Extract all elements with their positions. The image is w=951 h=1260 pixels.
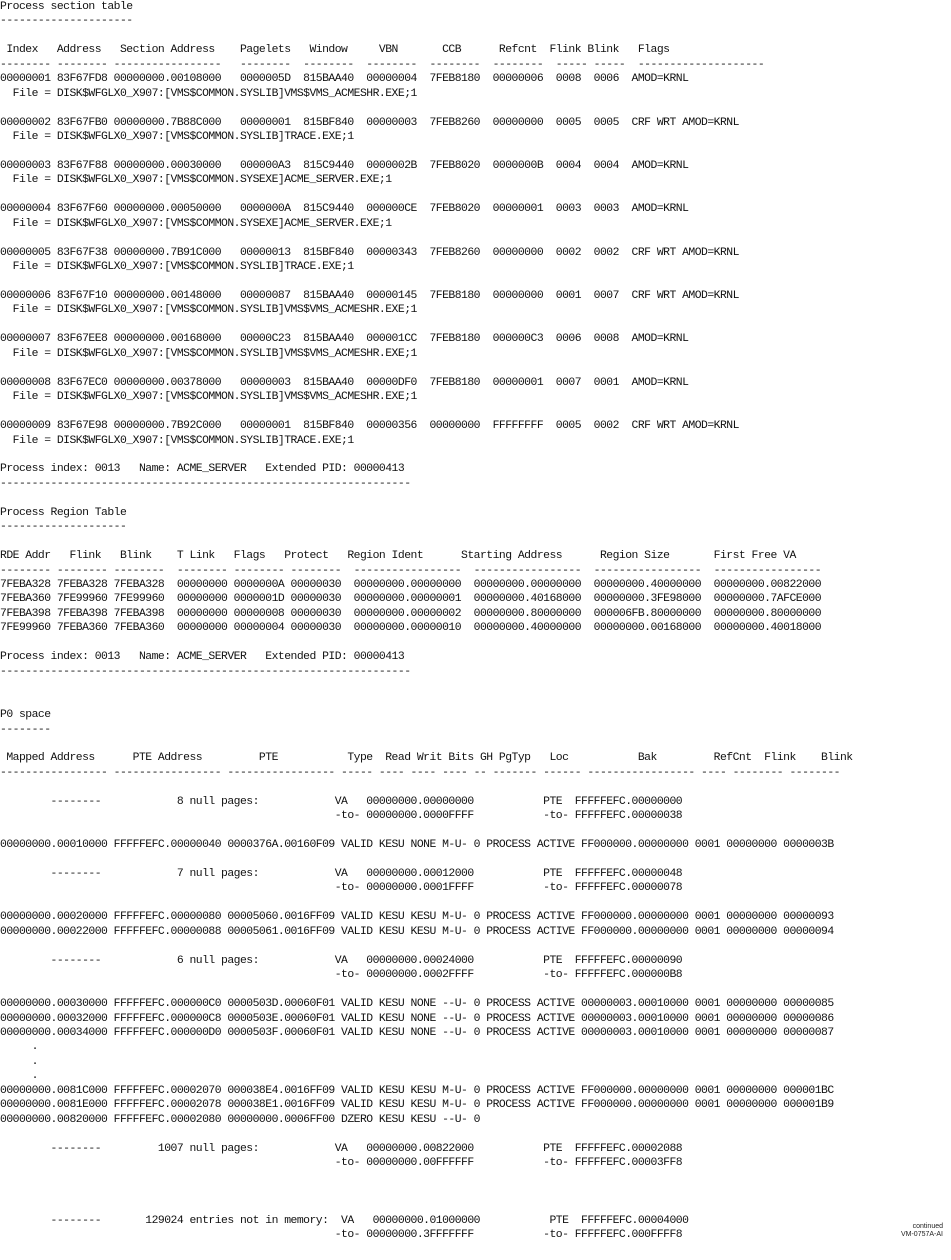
listing-line: 00000000.0081E000 FFFFFEFC.00002078 0000… [0, 1099, 834, 1112]
listing-line: 7FEBA328 7FEBA328 7FEBA328 00000000 0000… [0, 579, 822, 591]
figure-footnote: continued VM-0757A-AI [901, 1223, 943, 1239]
listing-line: 00000009 83F67E98 00000000.7B92C000 0000… [0, 420, 739, 433]
listing-line: RDE Addr Flink Blink T Link Flags Protec… [0, 550, 796, 563]
listing-line: 00000006 83F67F10 00000000.00148000 0000… [0, 290, 739, 302]
listing-line: -to- 00000000.0002FFFF -to- FFFFFEFC.000… [0, 969, 683, 982]
listing-line: Process Region Table [0, 506, 127, 519]
figure-id-label: VM-0757A-AI [900, 1231, 943, 1238]
listing-line: Process section table [0, 1, 133, 13]
listing-line: File = DISK$WFGLX0_X907:[VMS$COMMON.SYSL… [0, 87, 418, 100]
listing-line: 00000000.00034000 FFFFFEFC.000000D0 0000… [0, 1026, 834, 1039]
listing-line: . [0, 1070, 39, 1083]
listing-line: 7FE99960 7FEBA360 7FEBA360 00000000 0000… [0, 622, 822, 635]
listing-line: 00000000.00020000 FFFFFEFC.00000080 0000… [0, 911, 834, 924]
listing-line: Mapped Address PTE Address PTE Type Read… [0, 752, 853, 765]
listing-line: File = DISK$WFGLX0_X907:[VMS$COMMON.SYSL… [0, 304, 418, 317]
listing-line: . [0, 1055, 39, 1068]
listing-line: -------- 7 null pages: VA 00000000.00012… [0, 868, 683, 880]
listing-line: -to- 00000000.0000FFFF -to- FFFFFEFC.000… [0, 810, 683, 823]
listing-line: 00000005 83F67F38 00000000.7B91C000 0000… [0, 246, 739, 259]
listing-line: 00000007 83F67EE8 00000000.00168000 0000… [0, 333, 689, 346]
listing-line: ----------------------------------------… [0, 477, 411, 490]
listing-line: 00000000.00022000 FFFFFEFC.00000088 0000… [0, 925, 834, 938]
listing-line: 00000000.00010000 FFFFFEFC.00000040 0000… [0, 839, 834, 852]
listing-line: -to- 00000000.0001FFFF -to- FFFFFEFC.000… [0, 882, 683, 895]
listing-line: 00000000.0081C000 FFFFFEFC.00002070 0000… [0, 1084, 834, 1097]
listing-line: -------- 1007 null pages: VA 00000000.00… [0, 1142, 683, 1155]
listing-line: P0 space [0, 709, 51, 722]
listing-line: -to- 00000000.00FFFFFF -to- FFFFFEFC.000… [0, 1157, 683, 1169]
listing-line: 00000003 83F67F88 00000000.00030000 0000… [0, 159, 689, 172]
listing-line: 00000000.00032000 FFFFFEFC.000000C8 0000… [0, 1012, 834, 1025]
listing-line: Process index: 0013 Name: ACME_SERVER Ex… [0, 463, 405, 476]
listing-line: 00000001 83F67FD8 00000000.00108000 0000… [0, 73, 689, 86]
listing-line: -------- 6 null pages: VA 00000000.00024… [0, 954, 683, 967]
listing-line: -------- -------- ----------------- ----… [0, 58, 765, 71]
listing-line: File = DISK$WFGLX0_X907:[VMS$COMMON.SYSE… [0, 174, 392, 187]
listing-line: 00000004 83F67F60 00000000.00050000 0000… [0, 203, 689, 216]
listing-line: 7FEBA398 7FEBA398 7FEBA398 00000000 0000… [0, 607, 822, 620]
listing-line: 00000008 83F67EC0 00000000.00378000 0000… [0, 376, 689, 389]
listing-line: 00000000.00820000 FFFFFEFC.00002080 0000… [0, 1113, 481, 1126]
listing-line: -to- 00000000.3FFFFFFF -to- FFFFFEFC.000… [0, 1229, 683, 1242]
listing-line: ----------------- ----------------- ----… [0, 766, 840, 779]
listing-line: 00000002 83F67FB0 00000000.7B88C000 0000… [0, 116, 739, 129]
listing-line: -------------------- [0, 521, 127, 534]
listing-line: --------------------- [0, 15, 133, 28]
listing-line: File = DISK$WFGLX0_X907:[VMS$COMMON.SYSL… [0, 434, 355, 447]
listing-line: Index Address Section Address Pagelets W… [0, 44, 670, 57]
listing-line: -------- [0, 723, 51, 736]
listing-line: File = DISK$WFGLX0_X907:[VMS$COMMON.SYSL… [0, 131, 355, 144]
continued-label: continued [912, 1223, 943, 1230]
listing-line: File = DISK$WFGLX0_X907:[VMS$COMMON.SYSL… [0, 347, 418, 360]
listing-line: Process index: 0013 Name: ACME_SERVER Ex… [0, 651, 405, 664]
listing-line: 7FEBA360 7FE99960 7FE99960 00000000 0000… [0, 593, 822, 606]
listing-line: ----------------------------------------… [0, 665, 411, 678]
listing-line: . [0, 1041, 39, 1054]
listing-line: 00000000.00030000 FFFFFEFC.000000C0 0000… [0, 998, 834, 1011]
listing-line: File = DISK$WFGLX0_X907:[VMS$COMMON.SYSL… [0, 261, 355, 274]
listing-line: -------- 129024 entries not in memory: V… [0, 1214, 689, 1227]
listing-line: -------- -------- -------- -------- ----… [0, 564, 822, 577]
listing-line: File = DISK$WFGLX0_X907:[VMS$COMMON.SYSE… [0, 217, 392, 230]
listing-line: -------- 8 null pages: VA 00000000.00000… [0, 795, 683, 808]
listing-line: File = DISK$WFGLX0_X907:[VMS$COMMON.SYSL… [0, 391, 418, 404]
